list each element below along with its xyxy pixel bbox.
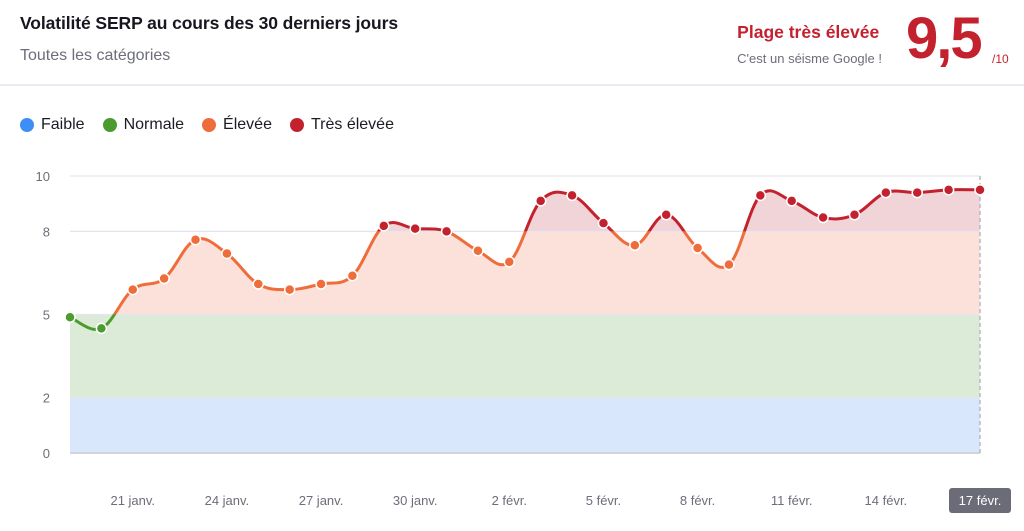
- data-point[interactable]: 29 janv.: 8.2: [378, 220, 390, 232]
- data-point[interactable]: 22 janv.: 6.3: [158, 272, 170, 285]
- x-tick-label-highlighted: 17 févr.: [959, 493, 1002, 508]
- x-tick-label: 5 févr.: [586, 493, 621, 508]
- x-tick-label: 21 janv.: [110, 493, 155, 508]
- grid-lines: [70, 175, 981, 454]
- data-point[interactable]: 3 févr.: 9.1: [534, 195, 547, 207]
- data-point[interactable]: 9 févr.: 6.8: [723, 258, 735, 271]
- x-tick-label: 30 janv.: [393, 493, 438, 508]
- data-point[interactable]: 30 janv.: 8.1: [409, 222, 421, 235]
- data-point[interactable]: 17 févr.: 9.5: [974, 184, 986, 196]
- legend-item-faible[interactable]: Faible: [20, 116, 85, 134]
- range-summary: Plage très élevée C'est un séisme Google…: [737, 22, 882, 66]
- x-tick-label: 2 févr.: [492, 493, 527, 508]
- data-point[interactable]: 4 févr.: 9.3: [566, 189, 578, 202]
- data-point[interactable]: 24 janv.: 7.2: [221, 247, 233, 260]
- chart-header: Volatilité SERP au cours des 30 derniers…: [0, 0, 1024, 86]
- y-tick-label: 0: [43, 446, 50, 461]
- legend-item-elevee[interactable]: Élevée: [202, 116, 272, 134]
- volatility-line-chart[interactable]: 0 2 5 8 10 19 janv.: 4.9 20 janv.: 4.5 21 janv…: [0, 150, 1024, 531]
- data-point[interactable]: 21 janv.: 5.9: [127, 283, 139, 296]
- data-point[interactable]: 28 janv.: 6.4: [346, 269, 359, 282]
- legend-label: Très élevée: [310, 116, 394, 133]
- legend-dot-icon: [202, 118, 217, 132]
- data-point[interactable]: 2 févr.: 6.9: [503, 256, 516, 268]
- x-tick-label: 24 janv.: [205, 493, 250, 508]
- legend-label: Faible: [41, 116, 85, 133]
- data-point[interactable]: 6 févr.: 7.5: [629, 239, 641, 251]
- data-point[interactable]: 20 janv.: 4.5: [95, 322, 108, 335]
- x-tick-label: 8 févr.: [680, 493, 715, 508]
- data-point[interactable]: 26 janv.: 5.9: [283, 283, 296, 296]
- data-point[interactable]: 5 févr.: 8.3: [597, 217, 610, 229]
- data-point[interactable]: 14 févr.: 9.4: [880, 186, 892, 199]
- x-axis-ticks: 21 janv. 24 janv. 27 janv. 30 janv. 2 févr. 5…: [110, 488, 1011, 513]
- y-tick-label: 8: [43, 224, 50, 239]
- y-tick-label: 2: [43, 391, 50, 406]
- data-point[interactable]: 1 févr.: 7.3: [472, 245, 484, 257]
- data-point[interactable]: 12 févr.: 8.5: [817, 211, 829, 224]
- legend-item-tres-elevee[interactable]: Très élevée: [289, 116, 394, 134]
- volatility-score: 9,5: [906, 6, 983, 71]
- legend-label: Normale: [123, 116, 185, 133]
- y-tick-label: 10: [36, 169, 50, 184]
- band-faible: [70, 397, 980, 453]
- chart-legend: Faible Normale Élevée Très élevée: [20, 116, 412, 134]
- y-axis-ticks: 0 2 5 8 10: [36, 169, 50, 461]
- data-point[interactable]: 8 févr.: 7.4: [691, 242, 704, 254]
- x-tick-label: 27 janv.: [299, 493, 344, 508]
- legend-label: Élevée: [223, 116, 272, 133]
- data-point[interactable]: 27 janv.: 6.1: [315, 278, 327, 290]
- band-normale: [70, 314, 980, 398]
- chart-subtitle: Toutes les catégories: [20, 47, 171, 64]
- legend-item-normale[interactable]: Normale: [102, 116, 185, 134]
- data-point[interactable]: 7 févr.: 8.6: [660, 209, 672, 221]
- band-très-élevée: [70, 189, 980, 232]
- y-tick-label: 5: [43, 308, 50, 323]
- volatility-score-max: /10: [992, 52, 1009, 66]
- band-élevée: [70, 231, 980, 315]
- data-point[interactable]: 15 févr.: 9.4: [911, 186, 923, 199]
- range-title: Plage très élevée: [737, 22, 880, 42]
- range-description: C'est un séisme Google !: [737, 51, 882, 66]
- x-tick-label: 11 févr.: [771, 493, 813, 508]
- x-tick-label: 14 févr.: [865, 493, 908, 508]
- data-points[interactable]: 19 janv.: 4.9 20 janv.: 4.5 21 janv.: 5.9 2…: [64, 184, 986, 335]
- legend-dot-icon: [20, 118, 34, 132]
- data-point[interactable]: 19 janv.: 4.9: [64, 311, 76, 324]
- data-point[interactable]: 25 janv.: 6.1: [252, 278, 265, 290]
- legend-dot-icon: [289, 118, 304, 132]
- data-point[interactable]: 11 févr.: 9.1: [785, 195, 798, 207]
- chart-title: Volatilité SERP au cours des 30 derniers…: [20, 13, 398, 33]
- data-point[interactable]: 23 janv.: 7.7: [189, 233, 202, 246]
- data-point[interactable]: 10 févr.: 9.3: [754, 189, 767, 202]
- data-point[interactable]: 31 janv.: 8: [440, 225, 453, 238]
- legend-dot-icon: [102, 118, 117, 132]
- highlighted-date-badge: [949, 488, 1011, 513]
- data-point[interactable]: 13 févr.: 8.6: [848, 209, 861, 221]
- data-point[interactable]: 16 févr.: 9.5: [942, 184, 955, 196]
